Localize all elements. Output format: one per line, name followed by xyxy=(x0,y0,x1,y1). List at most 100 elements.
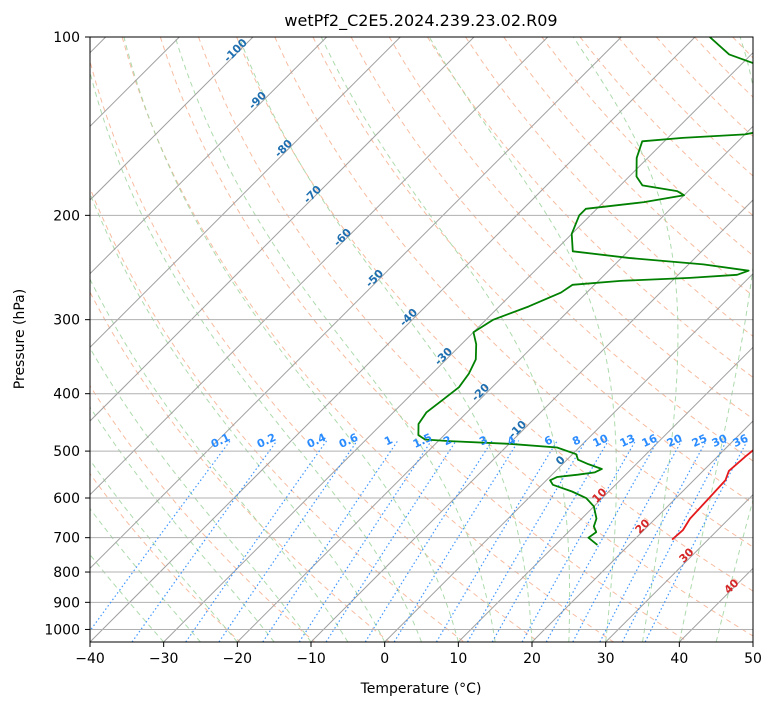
isotherm-value-label: -30 xyxy=(432,345,455,368)
isotherm-line xyxy=(310,199,753,642)
mixing-ratio-line xyxy=(325,440,457,642)
dry-adiabat-line xyxy=(236,37,753,592)
moist-adiabat-line xyxy=(428,37,617,642)
x-tick-label: −20 xyxy=(223,651,253,667)
x-tick-label: 10 xyxy=(449,651,467,667)
isotherm-value-label: -80 xyxy=(272,137,295,160)
moist-adiabat-line xyxy=(90,192,386,642)
plot-frame xyxy=(89,36,754,643)
isotherm-line xyxy=(531,420,753,642)
moist-adiabat-line xyxy=(572,37,679,642)
dry-adiabat-line xyxy=(90,384,316,642)
mixing-ratio-line xyxy=(621,440,728,642)
y-tick-label: 1000 xyxy=(44,622,80,638)
isotherm-value-label: -50 xyxy=(363,267,386,290)
chart-title: wetPf2_C2E5.2024.239.23.02.R09 xyxy=(284,11,557,31)
isotherm-line xyxy=(236,125,753,642)
mixing-ratio-label: 0.4 xyxy=(305,431,328,451)
dry-adiabat-line xyxy=(312,37,753,505)
y-tick-label: 500 xyxy=(53,444,80,460)
dry-adiabat-line xyxy=(388,37,753,420)
dry-adiabat-line xyxy=(465,37,753,337)
mixing-ratio-line xyxy=(218,440,358,642)
moist-adiabat-line xyxy=(238,37,533,642)
isotherm-line xyxy=(90,37,549,496)
isotherm-line xyxy=(605,493,753,642)
x-tick-label: −30 xyxy=(149,651,179,667)
mixing-ratio-label: 0.2 xyxy=(255,431,278,451)
y-tick-label: 300 xyxy=(53,313,80,329)
moist-adiabat-line xyxy=(90,406,275,642)
moist-adiabat-line xyxy=(715,498,753,642)
mixing-ratio-line xyxy=(393,440,520,642)
mixing-ratio-label: 10 xyxy=(591,432,611,450)
mixing-ratio-label: 20 xyxy=(665,432,685,450)
mixing-ratio-line xyxy=(262,440,399,642)
mixing-ratio-label: 1 xyxy=(382,433,394,448)
moist-adiabat-line xyxy=(90,507,201,642)
x-tick-label: 40 xyxy=(670,651,688,667)
moist-adiabat-line xyxy=(90,278,349,642)
isotherm-line xyxy=(163,51,753,642)
mixing-ratio-line xyxy=(131,440,278,642)
mixing-ratio-line xyxy=(185,440,328,642)
mixing-ratio-label: 0.1 xyxy=(209,431,232,451)
x-tick-label: −10 xyxy=(296,651,326,667)
isotherm-line xyxy=(90,37,254,201)
dry-adiabat-line xyxy=(655,37,753,138)
dry-adiabat-value-label: 20 xyxy=(633,516,653,536)
temperature-line xyxy=(671,449,753,541)
mixing-ratio-label: 3 xyxy=(477,433,489,448)
mixing-ratio-label: 25 xyxy=(690,432,709,450)
mixing-ratio-line xyxy=(572,440,683,642)
background-lines xyxy=(90,37,753,642)
in-plot-labels: -100-90-80-70-60-50-40-30-20-1000.1 0.2 0.… xyxy=(209,36,751,597)
profile-lines xyxy=(417,37,753,546)
isotherm-line xyxy=(90,37,696,642)
mixing-ratio-label: 1.5 xyxy=(411,431,434,451)
isotherm-value-label: -60 xyxy=(331,226,354,249)
isotherm-line xyxy=(90,37,401,349)
y-tick-label: 600 xyxy=(53,491,80,507)
y-tick-label: 200 xyxy=(53,208,80,224)
dry-adiabat-value-label: 10 xyxy=(590,485,610,505)
moist-adiabat-line xyxy=(174,37,496,642)
isotherm-line xyxy=(90,37,475,422)
y-tick-label: 900 xyxy=(53,595,80,611)
moist-adiabat-line xyxy=(320,37,571,642)
isotherm-value-label: -70 xyxy=(301,183,324,206)
dry-adiabat-line xyxy=(121,37,614,642)
mixing-ratio-line xyxy=(435,440,558,642)
dewpoint-line xyxy=(417,37,753,546)
dry-adiabat-line xyxy=(350,37,753,462)
isotherm-line xyxy=(752,641,753,642)
y-tick-label: 700 xyxy=(53,531,80,547)
isotherm-value-label: -90 xyxy=(246,89,269,112)
mixing-ratio-line xyxy=(521,440,637,642)
x-tick-label: 20 xyxy=(523,651,541,667)
mixing-ratio-line xyxy=(90,440,231,632)
dry-adiabat-line xyxy=(426,37,753,378)
dry-adiabat-line xyxy=(90,472,241,642)
mixing-ratio-label: 30 xyxy=(710,432,730,450)
moist-adiabat-line xyxy=(90,459,238,642)
x-axis-label: Temperature (°C) xyxy=(360,681,482,697)
dry-adiabat-line xyxy=(90,59,540,642)
mixing-ratio-line xyxy=(644,440,748,642)
moist-adiabat-line xyxy=(90,70,422,642)
moist-adiabat-line xyxy=(90,347,312,642)
x-tick-label: 50 xyxy=(744,651,762,667)
y-tick-label: 400 xyxy=(53,387,80,403)
mixing-ratio-label: 13 xyxy=(618,432,637,450)
moist-adiabat-line xyxy=(123,37,459,642)
mixing-ratio-line xyxy=(599,440,707,642)
y-tick-label: 800 xyxy=(53,565,80,581)
dry-adiabat-line xyxy=(198,37,753,637)
dry-adiabat-line xyxy=(90,291,390,642)
y-tick-label: 100 xyxy=(53,30,80,46)
isotherm-value-label: -100 xyxy=(221,36,250,65)
x-tick-label: 0 xyxy=(380,651,389,667)
isotherm-line xyxy=(678,567,753,642)
